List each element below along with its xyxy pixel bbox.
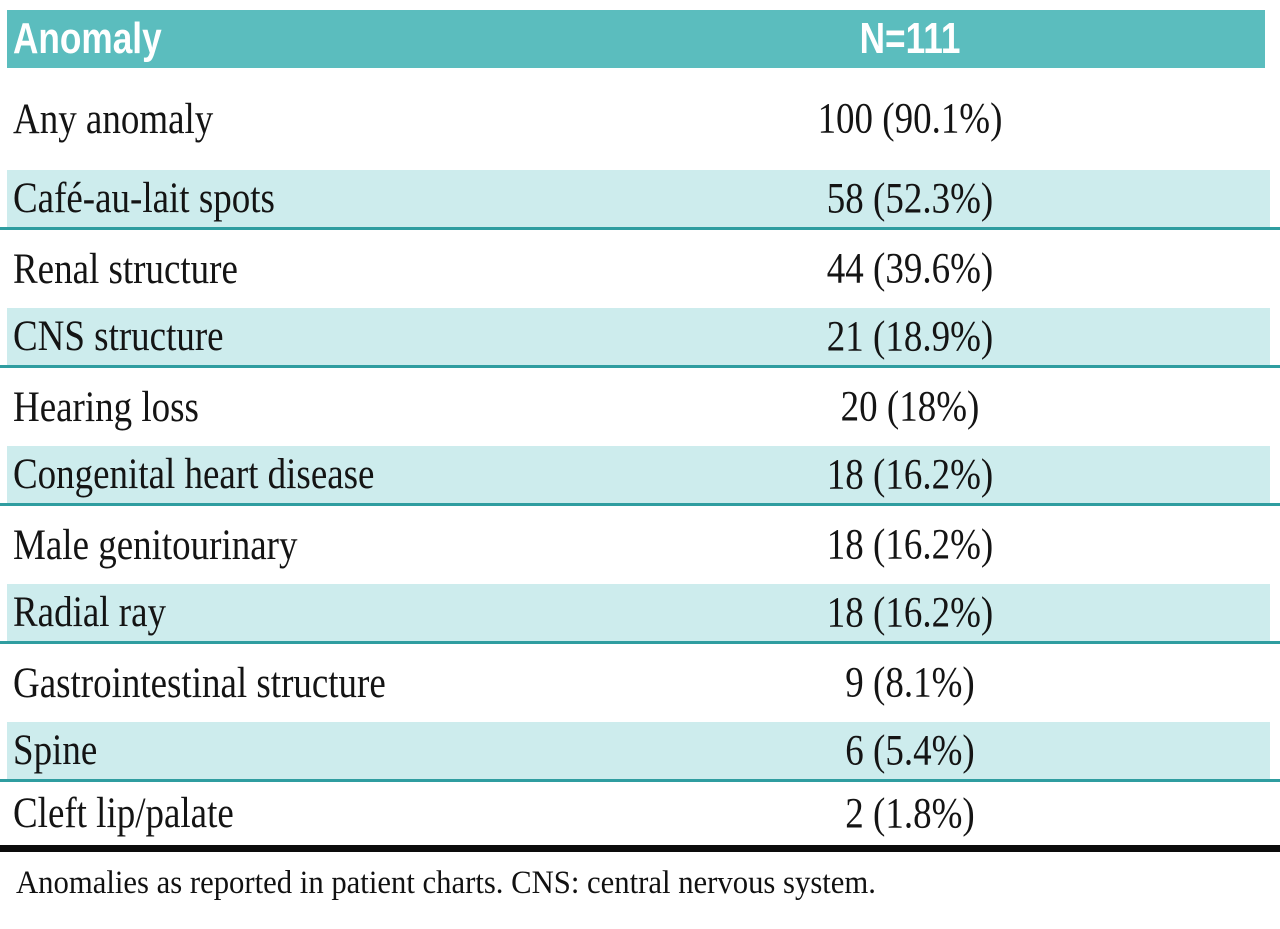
anomaly-cell: Cleft lip/palate bbox=[13, 790, 234, 837]
table-row: CNS structure 21 (18.9%) bbox=[0, 308, 1280, 368]
table-row: Hearing loss 20 (18%) bbox=[0, 368, 1280, 446]
table-row: Male genitourinary 18 (16.2%) bbox=[0, 506, 1280, 584]
anomaly-cell: Renal structure bbox=[13, 245, 238, 293]
count-cell: 18 (16.2%) bbox=[826, 521, 994, 569]
count-cell: 9 (8.1%) bbox=[845, 659, 975, 707]
count-cell: 6 (5.4%) bbox=[845, 727, 975, 774]
anomaly-cell: Spine bbox=[13, 727, 98, 774]
table-header-row: Anomaly N=111 bbox=[0, 10, 1280, 68]
table-footnote: Anomalies as reported in patient charts.… bbox=[0, 852, 1280, 924]
count-cell: 18 (16.2%) bbox=[826, 451, 994, 498]
table-row: Radial ray 18 (16.2%) bbox=[0, 584, 1280, 644]
anomaly-table: Anomaly N=111 Any anomaly 100 (90.1%) Ca… bbox=[0, 10, 1280, 924]
count-cell: 21 (18.9%) bbox=[826, 313, 994, 360]
table-row: Gastrointestinal structure 9 (8.1%) bbox=[0, 644, 1280, 722]
anomaly-cell: Any anomaly bbox=[13, 95, 214, 143]
count-cell: 2 (1.8%) bbox=[845, 790, 975, 837]
anomaly-cell: Café-au-lait spots bbox=[13, 175, 275, 222]
footnote-text: Anomalies as reported in patient charts.… bbox=[16, 865, 876, 901]
table-row: Spine 6 (5.4%) bbox=[0, 722, 1280, 782]
count-cell: 20 (18%) bbox=[840, 383, 980, 431]
table-row: Congenital heart disease 18 (16.2%) bbox=[0, 446, 1280, 506]
header-n111: N=111 bbox=[859, 14, 961, 63]
table-row: Renal structure 44 (39.6%) bbox=[0, 230, 1280, 308]
anomaly-cell: Radial ray bbox=[13, 589, 166, 636]
anomaly-cell: Hearing loss bbox=[13, 383, 199, 431]
table-bottom-rule bbox=[0, 845, 1280, 852]
count-cell: 44 (39.6%) bbox=[826, 245, 994, 293]
anomaly-cell: Male genitourinary bbox=[13, 521, 298, 569]
count-cell: 58 (52.3%) bbox=[826, 175, 994, 222]
table-row: Any anomaly 100 (90.1%) bbox=[0, 68, 1280, 170]
anomaly-cell: Congenital heart disease bbox=[13, 451, 375, 498]
header-anomaly: Anomaly bbox=[13, 14, 162, 63]
count-cell: 18 (16.2%) bbox=[826, 589, 994, 636]
table-row: Cleft lip/palate 2 (1.8%) bbox=[0, 782, 1280, 845]
count-cell: 100 (90.1%) bbox=[817, 95, 1003, 143]
anomaly-cell: Gastrointestinal structure bbox=[13, 659, 386, 707]
anomaly-cell: CNS structure bbox=[13, 313, 224, 360]
table-row: Café-au-lait spots 58 (52.3%) bbox=[0, 170, 1280, 230]
